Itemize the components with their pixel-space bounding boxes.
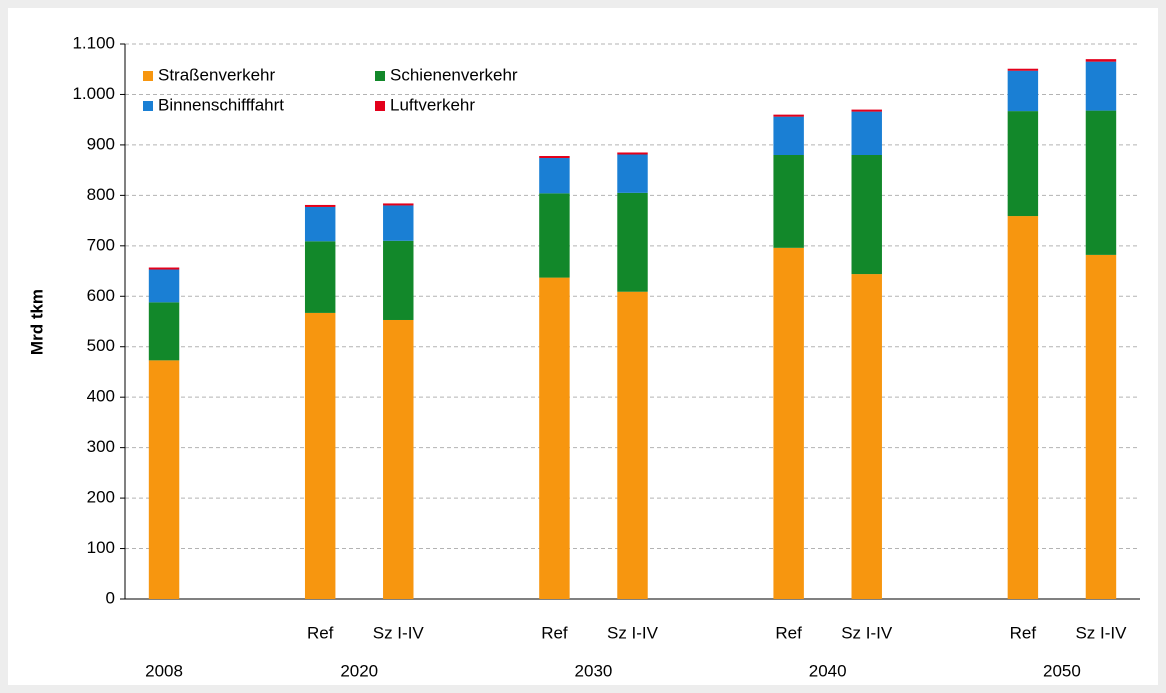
bar-segment xyxy=(617,291,648,599)
y-tick-label: 1.100 xyxy=(72,33,115,52)
bar-segment xyxy=(383,203,414,206)
group-label: 2040 xyxy=(809,661,847,680)
group-label: 2030 xyxy=(575,661,613,680)
y-tick-label: 600 xyxy=(87,286,115,305)
bar-segment xyxy=(851,109,882,112)
legend-swatch xyxy=(375,101,385,111)
bar-segment xyxy=(773,114,804,117)
bar-segment xyxy=(1007,111,1039,217)
x-tick-label: Ref xyxy=(541,623,568,642)
bar-segment xyxy=(539,158,570,194)
x-tick-label: Ref xyxy=(775,623,802,642)
bar-segment xyxy=(1085,110,1117,255)
bar-segment xyxy=(148,360,180,599)
bar-segment xyxy=(304,241,336,313)
bar-segment xyxy=(539,277,570,599)
x-tick-label: Sz I-IV xyxy=(841,623,893,642)
bar-segment xyxy=(148,269,180,303)
group-label: 2008 xyxy=(145,661,183,680)
bar-segment xyxy=(383,240,414,320)
bar-segment xyxy=(773,116,804,155)
bar-segment xyxy=(1085,59,1117,62)
y-tick-label: 1.000 xyxy=(72,84,115,103)
y-tick-label: 500 xyxy=(87,336,115,355)
x-tick-label: Sz I-IV xyxy=(1075,623,1127,642)
bar-segment xyxy=(851,111,882,155)
legend-swatch xyxy=(375,71,385,81)
group-label: 2020 xyxy=(340,661,378,680)
y-tick-label: 700 xyxy=(87,235,115,254)
legend-label: Luftverkehr xyxy=(390,95,475,114)
legend-label: Schienenverkehr xyxy=(390,65,518,84)
y-tick-label: 300 xyxy=(87,437,115,456)
bar-segment xyxy=(773,247,804,599)
bar-segment xyxy=(851,155,882,275)
y-tick-label: 900 xyxy=(87,134,115,153)
bar-segment xyxy=(148,267,180,270)
bar-segment xyxy=(1007,70,1039,112)
y-tick-label: 200 xyxy=(87,488,115,507)
bar-segment xyxy=(304,204,336,207)
x-tick-label: Ref xyxy=(307,623,334,642)
group-label: 2050 xyxy=(1043,661,1081,680)
y-tick-label: 100 xyxy=(87,538,115,557)
bar-segment xyxy=(148,302,180,361)
bar-segment xyxy=(617,154,648,193)
legend-label: Straßenverkehr xyxy=(158,65,275,84)
bar-segment xyxy=(1085,61,1117,111)
bar-segment xyxy=(539,193,570,278)
y-tick-label: 800 xyxy=(87,185,115,204)
bar-segment xyxy=(304,312,336,599)
bar-segment xyxy=(383,205,414,241)
bar-segment xyxy=(539,156,570,159)
bar-segment xyxy=(383,319,414,599)
legend-swatch xyxy=(143,71,153,81)
bar-segment xyxy=(1007,68,1039,71)
legend-swatch xyxy=(143,101,153,111)
bar-segment xyxy=(1085,254,1117,599)
x-tick-label: Ref xyxy=(1010,623,1037,642)
legend-label: Binnenschifffahrt xyxy=(158,95,284,114)
x-tick-label: Sz I-IV xyxy=(607,623,659,642)
bar-segment xyxy=(617,152,648,155)
x-tick-label: Sz I-IV xyxy=(373,623,425,642)
y-tick-label: 400 xyxy=(87,387,115,406)
bar-segment xyxy=(304,206,336,242)
y-tick-label: 0 xyxy=(106,588,115,607)
y-axis-label: Mrd tkm xyxy=(27,289,46,355)
bar-segment xyxy=(851,274,882,599)
bar-segment xyxy=(773,155,804,248)
bar-segment xyxy=(1007,216,1039,600)
bar-segment xyxy=(617,192,648,292)
